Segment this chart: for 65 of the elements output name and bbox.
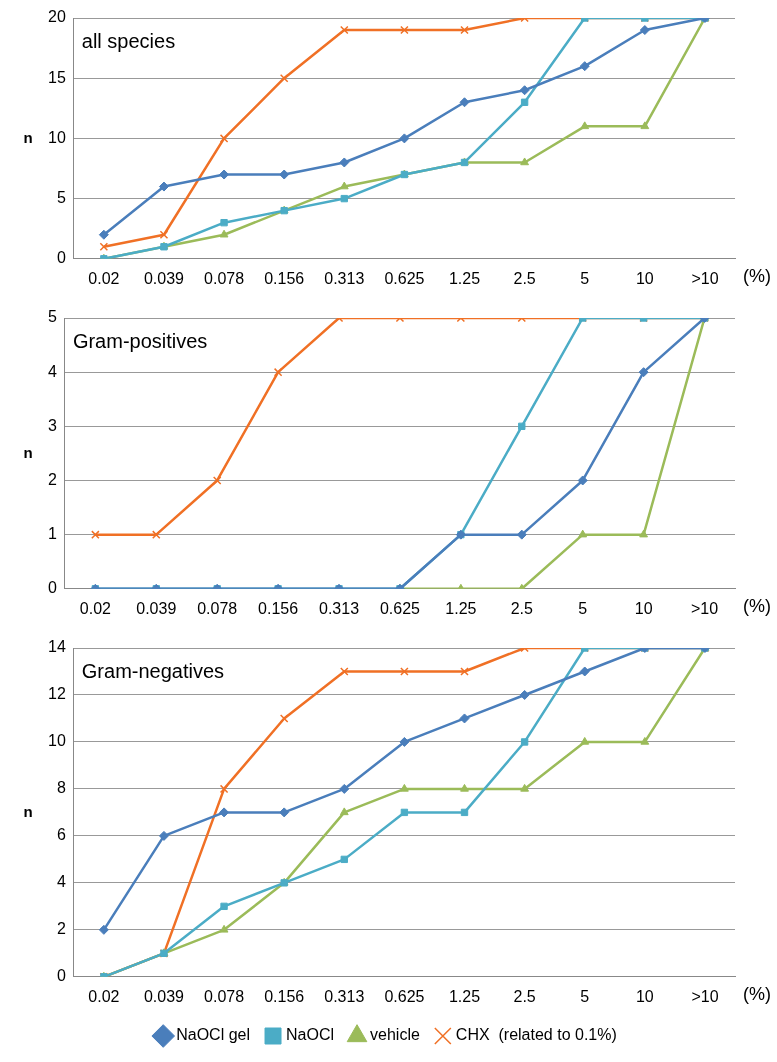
y-axis-title: n [23,128,33,146]
x-tick-label: 0.039 [143,987,185,1005]
x-tick-label: 10 [635,987,654,1005]
y-tick-label: 15 [48,68,66,86]
y-tick-label: 5 [56,189,66,207]
y-tick-label: 6 [56,826,66,844]
x-axis-title: (%) [743,983,771,1004]
x-tick-label: 0.625 [384,269,425,287]
x-tick-label: >10 [690,599,719,617]
x-tick-label: 2.5 [513,269,536,287]
x-tick-label: 0.625 [379,599,421,617]
x-tick-label: 10 [634,599,653,617]
x-axis-title: (%) [743,595,771,616]
x-tick-label: 0.078 [204,987,245,1005]
y-tick-label: 2 [56,920,66,938]
x-tick-label: 1.25 [448,269,481,287]
x-tick-label: 0.625 [384,987,425,1005]
x-tick-label: >10 [691,987,719,1005]
text: all species [81,29,176,52]
legend-label: vehicle [370,1026,420,1044]
y-tick-label: 0 [56,249,66,267]
y-tick-label: 2 [47,470,57,488]
x-axis-title: (%) [743,265,771,286]
x-tick-label: 0.078 [204,269,245,287]
x-tick-label: 0.039 [136,599,177,617]
text: Gram-positives [72,329,208,352]
x-tick-label: 5 [578,599,588,617]
x-tick-label: 0.039 [143,269,185,287]
y-tick-label: 3 [47,416,57,434]
x-tick-label: 0.156 [258,599,299,617]
x-tick-label: 0.078 [197,599,238,617]
x-tick-label: 2.5 [513,987,536,1005]
y-tick-label: 5 [47,308,57,326]
x-tick-label: 10 [635,269,654,287]
y-axis-title: n [23,802,33,820]
x-tick-label: 0.02 [79,599,112,617]
y-tick-label: 14 [48,638,66,656]
x-tick-label: 1.25 [448,987,481,1005]
y-tick-label: 0 [56,967,66,985]
y-tick-label: 10 [48,732,66,750]
legend-label: CHX (related to 0.1%) [455,1026,617,1044]
y-tick-label: 4 [56,873,66,891]
x-tick-label: 0.313 [324,987,365,1005]
legend-label: NaOCl [286,1026,335,1044]
y-tick-label: 4 [47,362,57,380]
y-tick-label: 10 [48,128,66,146]
x-tick-label: 0.313 [324,269,365,287]
y-tick-label: 1 [47,525,57,543]
x-tick-label: 0.313 [319,599,360,617]
legend-label: NaOCl gel [176,1026,251,1044]
x-tick-label: 0.02 [88,269,120,287]
y-tick-label: 12 [48,685,66,703]
x-tick-label: 0.156 [264,269,305,287]
x-tick-label: 5 [580,987,590,1005]
y-tick-label: 8 [56,779,66,797]
x-tick-label: >10 [691,269,719,287]
x-tick-label: 1.25 [445,599,477,617]
x-tick-label: 0.02 [88,987,120,1005]
y-axis-title: n [23,443,33,461]
y-tick-label: 0 [47,579,57,597]
x-tick-label: 5 [580,269,590,287]
y-tick-label: 20 [48,8,66,26]
text: Gram-negatives [81,659,225,682]
x-tick-label: 2.5 [510,599,533,617]
x-tick-label: 0.156 [264,987,305,1005]
